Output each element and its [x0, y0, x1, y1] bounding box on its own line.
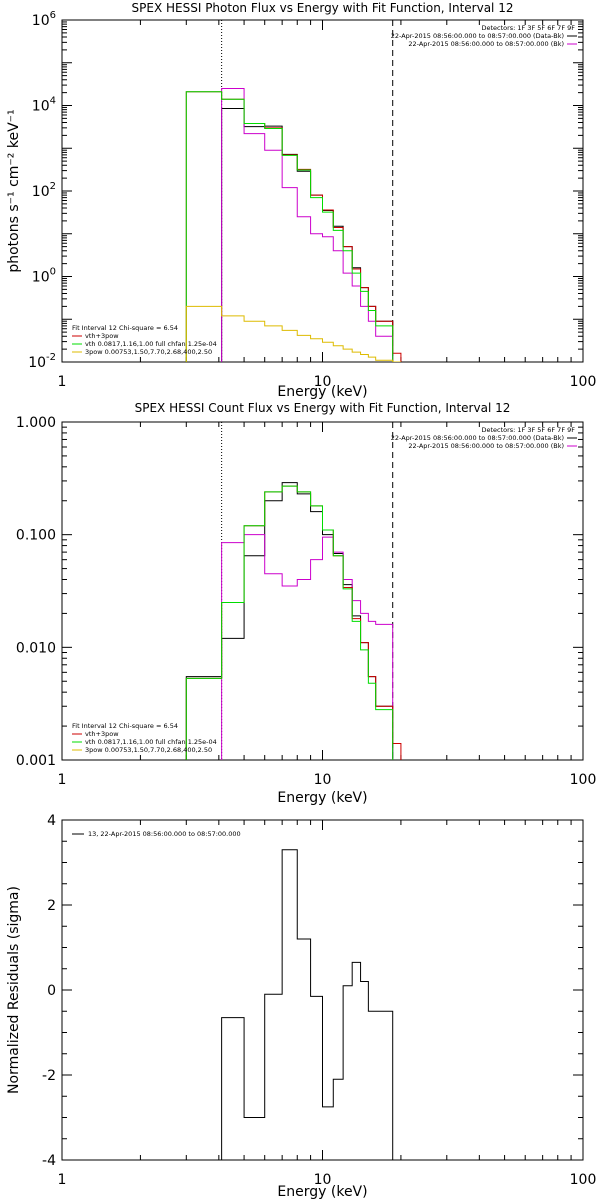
- detector-legend-entry: 22-Apr-2015 08:56:00.000 to 08:57:00.000…: [391, 434, 564, 442]
- detector-legend-entry: Detectors: 1F 3F 5F 6F 7F 9F: [481, 24, 575, 32]
- y-tick-base: 4: [47, 813, 56, 829]
- y-tick-label: 0.100: [16, 528, 56, 544]
- series-data_bk: [185, 482, 394, 760]
- y-tick-base: 2: [47, 898, 56, 914]
- plot-area: [185, 482, 402, 760]
- plot-area: [185, 87, 402, 362]
- x-tick-label: 100: [570, 374, 597, 390]
- y-tick-exponent: 6: [50, 10, 56, 21]
- y-tick-base: 0: [47, 983, 56, 999]
- series-data_bk: [221, 108, 394, 362]
- y-tick-label: 0.010: [16, 640, 56, 656]
- series-bk: [221, 534, 394, 760]
- x-axis-label: Energy (keV): [277, 1184, 367, 1200]
- chart-resid: 1 10 100 -4 -2 0 2 4 Energy (keV) Normalized Resi…: [6, 813, 596, 1200]
- fit-legend-entry: vth+3pow: [85, 332, 119, 340]
- series-bk: [221, 87, 394, 362]
- series-vth: [185, 91, 401, 362]
- y-tick-label: 1.000: [16, 415, 56, 431]
- fit-legend: Fit Interval 12 Chi-square = 6.54vth+3po…: [72, 722, 217, 754]
- x-tick-label: 100: [570, 772, 597, 788]
- y-axis-label: Normalized Residuals (sigma): [6, 886, 22, 1094]
- y-tick-base: -4: [42, 1153, 56, 1169]
- y-tick-exponent: 0: [50, 267, 56, 278]
- x-tick-label: 10: [314, 374, 332, 390]
- y-tick-label: 102: [32, 181, 56, 200]
- y-tick-label: 100: [32, 267, 56, 286]
- y-tick-base: 0.010: [16, 640, 56, 656]
- axes-frame: [61, 819, 584, 1161]
- residual-legend: 13, 22-Apr-2015 08:56:00.000 to 08:57:00…: [72, 830, 241, 838]
- axes-frame: [61, 421, 584, 761]
- y-tick-exponent: 4: [50, 96, 56, 107]
- x-axis-label: Energy (keV): [277, 790, 367, 806]
- x-tick-label: 100: [570, 1172, 597, 1188]
- y-tick-exponent: 2: [50, 181, 56, 192]
- y-tick-base: 0.100: [16, 528, 56, 544]
- y-tick-label: 0.001: [16, 753, 56, 769]
- x-tick-label: 10: [314, 1172, 332, 1188]
- y-tick-label: -4: [42, 1153, 56, 1169]
- chart-count: SPEX HESSI Count Flux vs Energy with Fit…: [16, 401, 596, 806]
- y-tick-label: 0: [47, 983, 56, 999]
- x-axis-label: Energy (keV): [277, 384, 367, 400]
- fit-legend-entry: vth 0.0817,1.16,1.00 full chfan 1.25e-04: [85, 340, 217, 348]
- y-tick-base: 10: [32, 13, 50, 29]
- fit-legend-entry: 3pow 0.00753,1.50,7.70,2.68,400,2.50: [85, 746, 212, 754]
- y-tick-base: 10: [32, 184, 50, 200]
- fit-legend-entry: vth 0.0817,1.16,1.00 full chfan 1.25e-04: [85, 738, 217, 746]
- y-axis-label: photons s⁻¹ cm⁻² keV⁻¹: [6, 109, 22, 272]
- x-tick-label: 1: [58, 374, 67, 390]
- fit-legend: Fit Interval 12 Chi-square = 6.54vth+3po…: [72, 324, 217, 356]
- x-tick-label: 10: [314, 772, 332, 788]
- series-vth: [185, 485, 394, 760]
- detector-legend-entry: 22-Apr-2015 08:56:00.000 to 08:57:00.000…: [408, 40, 564, 48]
- detector-legend-entry: 22-Apr-2015 08:56:00.000 to 08:57:00.000…: [408, 442, 564, 450]
- fit-legend-entry: Fit Interval 12 Chi-square = 6.54: [72, 324, 178, 332]
- chart-photon: SPEX HESSI Photon Flux vs Energy with Fi…: [6, 1, 596, 400]
- fit-legend-entry: Fit Interval 12 Chi-square = 6.54: [72, 722, 178, 730]
- y-tick-base: -2: [42, 1068, 56, 1084]
- series-3pow: [185, 305, 401, 362]
- series-residuals: [221, 849, 394, 1160]
- fit-legend-entry: 3pow 0.00753,1.50,7.70,2.68,400,2.50: [85, 348, 212, 356]
- y-tick-label: 2: [47, 898, 56, 914]
- y-tick-base: 10: [32, 270, 50, 286]
- y-tick-label: -2: [42, 1068, 56, 1084]
- y-tick-label: 10-2: [28, 352, 56, 371]
- plot-area: [221, 849, 394, 1160]
- y-tick-label: 104: [32, 96, 56, 115]
- y-tick-base: 10: [28, 355, 46, 371]
- series-vth_plus_3pow: [185, 485, 402, 760]
- y-tick-base: 10: [32, 99, 50, 115]
- chart-title: SPEX HESSI Photon Flux vs Energy with Fi…: [132, 1, 514, 15]
- axes-frame: [61, 19, 584, 363]
- residual-legend-entry: 13, 22-Apr-2015 08:56:00.000 to 08:57:00…: [88, 830, 241, 838]
- y-tick-label: 4: [47, 813, 56, 829]
- y-tick-label: 106: [32, 10, 56, 29]
- x-tick-label: 1: [58, 772, 67, 788]
- detector-legend-entry: Detectors: 1F 3F 5F 6F 7F 9F: [481, 426, 575, 434]
- fit-legend-entry: vth+3pow: [85, 730, 119, 738]
- y-tick-exponent: -2: [46, 352, 56, 363]
- detector-legend-entry: 22-Apr-2015 08:56:00.000 to 08:57:00.000…: [391, 32, 564, 40]
- detector-legend: Detectors: 1F 3F 5F 6F 7F 9F22-Apr-2015 …: [391, 24, 577, 48]
- chart-title: SPEX HESSI Count Flux vs Energy with Fit…: [135, 401, 511, 415]
- y-tick-base: 0.001: [16, 753, 56, 769]
- detector-legend: Detectors: 1F 3F 5F 6F 7F 9F22-Apr-2015 …: [391, 426, 577, 450]
- y-tick-base: 1.000: [16, 415, 56, 431]
- x-tick-label: 1: [58, 1172, 67, 1188]
